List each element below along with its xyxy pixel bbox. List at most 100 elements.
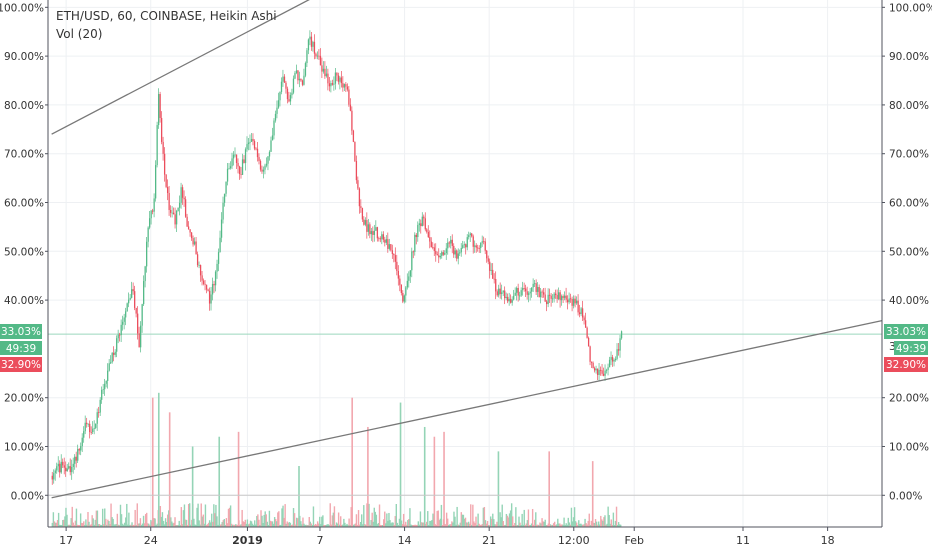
volume-bar xyxy=(178,520,180,527)
y-tick-label-right: 50.00% xyxy=(889,246,929,258)
volume-bar xyxy=(452,522,454,527)
trendlines[interactable] xyxy=(51,0,883,499)
volume-bar xyxy=(379,524,382,527)
candle-body xyxy=(523,288,525,289)
candle-body xyxy=(71,466,73,473)
volume-spike xyxy=(168,412,171,527)
volume-bar xyxy=(287,522,289,527)
trendline-lower[interactable] xyxy=(51,319,883,499)
volume-bar xyxy=(335,522,338,527)
volume-bar xyxy=(535,512,537,527)
candle-body xyxy=(255,148,257,150)
volume-bar xyxy=(428,524,430,527)
volume-bar xyxy=(344,522,346,527)
volume-bar xyxy=(460,512,463,527)
volume-bar xyxy=(388,512,390,527)
candle-body xyxy=(490,269,492,271)
candle-body xyxy=(111,352,113,363)
volume-bar xyxy=(543,521,545,527)
volume-bar xyxy=(431,519,433,527)
candle-body xyxy=(531,287,533,292)
x-tick-label: 2019 xyxy=(232,534,263,547)
candle-body xyxy=(336,72,338,76)
volume-bar xyxy=(259,524,261,527)
volume-bar xyxy=(466,522,469,527)
volume-bar xyxy=(405,521,407,527)
volume-bar xyxy=(493,519,495,527)
volume-bar xyxy=(249,520,252,527)
volume-bar xyxy=(390,523,392,527)
candle-body xyxy=(159,94,161,118)
volume-bar xyxy=(264,511,266,527)
volume-bar xyxy=(308,517,310,527)
volume-bar xyxy=(328,524,330,527)
y-tick-label-right: 70.00% xyxy=(889,149,929,161)
volume-bar xyxy=(403,524,406,527)
candle-body xyxy=(424,218,426,230)
candle-body xyxy=(477,247,479,249)
right-current-price-badge xyxy=(884,324,928,339)
volume-bar xyxy=(605,524,607,527)
volume-bar xyxy=(409,508,411,527)
volume-bar xyxy=(473,521,475,527)
candle-body xyxy=(322,68,325,72)
volume-bar xyxy=(127,524,129,527)
volume-bar xyxy=(421,522,424,527)
volume-bar xyxy=(487,524,490,527)
volume-bar xyxy=(606,523,608,527)
volume-bar xyxy=(70,518,72,527)
candle-body xyxy=(528,293,530,295)
candles xyxy=(51,30,623,485)
candle-body xyxy=(608,359,611,368)
volume-bar xyxy=(575,522,578,527)
volume-bar xyxy=(476,524,478,527)
volume-bar xyxy=(584,518,586,527)
candle-body xyxy=(607,367,609,370)
volume-bar xyxy=(546,524,549,527)
candle-body xyxy=(514,292,516,296)
candle-body xyxy=(399,278,401,285)
candle-body xyxy=(366,220,368,232)
volume-bar xyxy=(141,523,144,527)
candle-body xyxy=(141,304,143,326)
trendline-upper[interactable] xyxy=(51,0,463,135)
candle-body xyxy=(81,437,83,447)
volume-bar xyxy=(539,522,541,527)
volume-bar xyxy=(547,523,550,527)
candle-body xyxy=(492,269,494,279)
volume-bar xyxy=(80,522,83,527)
candle-body xyxy=(402,292,404,302)
candle-body xyxy=(63,465,65,468)
volume-bar xyxy=(291,524,294,527)
volume-bar xyxy=(610,519,612,527)
volume-bar xyxy=(233,524,235,527)
candle-body xyxy=(300,78,302,81)
volume-bar xyxy=(189,503,191,527)
volume-bar xyxy=(489,516,492,527)
volume-bar xyxy=(199,524,201,527)
candle-body xyxy=(318,55,320,57)
candle-body xyxy=(143,281,145,305)
volume-bar xyxy=(193,518,195,527)
volume-bar xyxy=(332,512,335,527)
candle-body xyxy=(568,298,570,303)
volume-bar xyxy=(481,524,483,527)
volume-bar xyxy=(564,524,566,527)
candle-body xyxy=(529,291,531,294)
volume-bar xyxy=(456,506,458,527)
candle-body xyxy=(613,360,615,362)
volume-bar xyxy=(446,518,449,527)
candle-body xyxy=(276,107,278,114)
candle-body xyxy=(583,317,585,321)
volume-bar xyxy=(611,524,614,527)
volume-bar xyxy=(615,506,618,527)
candle-body xyxy=(267,156,269,164)
candle-body xyxy=(132,289,134,292)
candle-body xyxy=(489,261,491,271)
volume-bar xyxy=(507,517,510,527)
volume-bar xyxy=(387,520,389,527)
volume-bar xyxy=(74,520,77,527)
volume-bar xyxy=(202,514,205,527)
volume-bar xyxy=(347,524,349,527)
